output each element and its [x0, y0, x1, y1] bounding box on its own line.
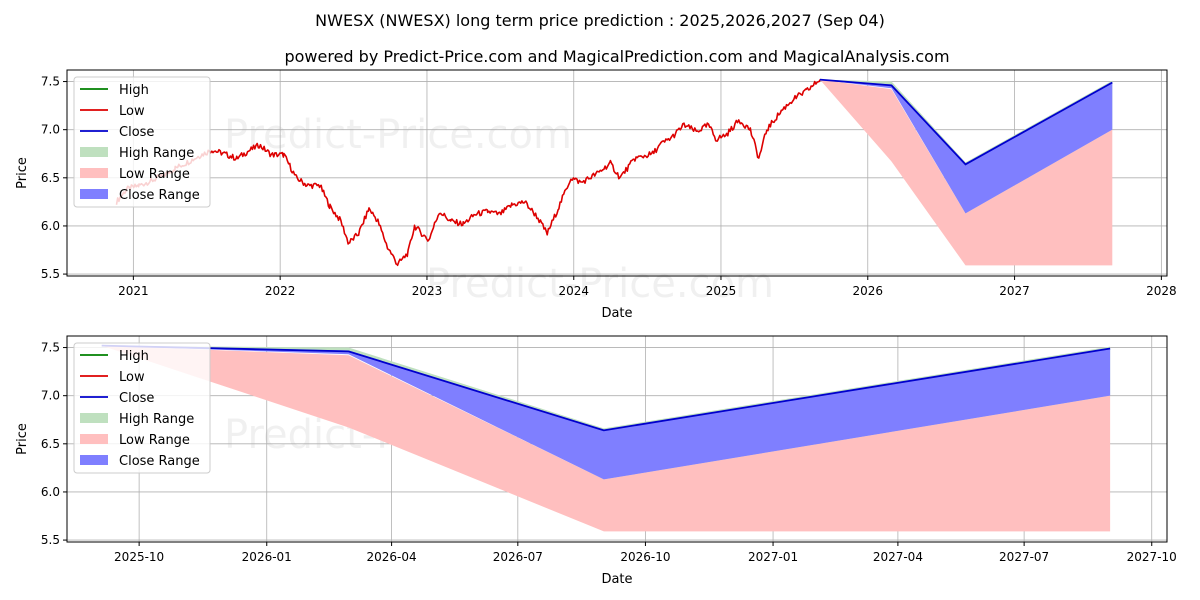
x-tick-label: 2021	[118, 284, 149, 298]
y-tick-label: 6.5	[41, 171, 60, 185]
legend-label-close: Close	[119, 391, 154, 406]
x-tick-label: 2026	[852, 284, 883, 298]
watermark-text: Predict-Price.com	[224, 112, 572, 158]
legend: High Low Close High Range Low Range Close Ran…	[73, 342, 211, 474]
x-tick-label: 2027-04	[873, 550, 923, 564]
forecast-zoom-chart-panel: Predict-Price.com2025-102026-012026-0420…	[15, 335, 1177, 587]
legend-label-low_range: Low Range	[119, 433, 190, 448]
legend-label-close_range: Close Range	[119, 454, 200, 469]
legend: High Low Close High Range Low Range Close Ran…	[73, 76, 211, 208]
chart-title: NWESX (NWESX) long term price prediction…	[315, 11, 885, 30]
x-tick-label: 2025-10	[114, 550, 164, 564]
chart-subtitle: powered by Predict-Price.com and Magical…	[284, 47, 949, 66]
legend-label-high: High	[119, 83, 149, 98]
legend-label-low: Low	[119, 370, 145, 385]
legend-swatch-close_range	[80, 455, 108, 465]
plot-area	[101, 344, 1111, 532]
axes-frame	[66, 335, 1168, 543]
y-tick-label: 7.0	[41, 123, 60, 137]
close-forecast-line	[101, 344, 1111, 432]
legend-swatch-high_range	[80, 147, 108, 157]
low-range-band	[101, 345, 1111, 532]
x-tick-label: 2027	[999, 284, 1030, 298]
x-axis-label: Date	[601, 306, 632, 321]
x-axis-label: Date	[601, 572, 632, 587]
close-range-band	[819, 79, 1113, 214]
x-tick-label: 2027-10	[1127, 550, 1177, 564]
legend-swatch-low_range	[80, 168, 108, 178]
y-tick-label: 5.5	[41, 533, 60, 547]
y-axis-label: Price	[15, 157, 30, 189]
legend-label-high_range: High Range	[119, 412, 194, 427]
x-tick-label: 2025	[706, 284, 737, 298]
x-tick-label: 2023	[412, 284, 443, 298]
legend-label-close: Close	[119, 125, 154, 140]
historical-low-line	[115, 79, 821, 267]
legend-label-high_range: High Range	[119, 146, 194, 161]
x-tick-label: 2026-07	[493, 550, 543, 564]
y-tick-label: 7.5	[41, 75, 60, 89]
legend-label-close_range: Close Range	[119, 188, 200, 203]
y-axis-label: Price	[15, 423, 30, 455]
legend-swatch-low_range	[80, 434, 108, 444]
low-range-band	[819, 79, 1113, 266]
y-tick-label: 6.0	[41, 485, 60, 499]
x-tick-label: 2026-10	[620, 550, 670, 564]
close-range-band	[101, 345, 1111, 480]
plot-area	[115, 78, 1113, 267]
legend-swatch-high_range	[80, 413, 108, 423]
y-tick-label: 6.5	[41, 437, 60, 451]
long-term-chart-panel: Predict-Price.com Predict-Price.com 2021 20…	[15, 69, 1177, 321]
legend-swatch-close_range	[80, 189, 108, 199]
watermark-text: Predict-Price.com	[426, 261, 774, 307]
legend-label-low: Low	[119, 104, 145, 119]
x-tick-label: 2026-01	[242, 550, 292, 564]
x-tick-label: 2026-04	[367, 550, 417, 564]
x-tick-label: 2028	[1146, 284, 1177, 298]
y-tick-label: 7.0	[41, 389, 60, 403]
axes-frame	[66, 69, 1168, 277]
x-tick-label: 2024	[558, 284, 589, 298]
legend-label-low_range: Low Range	[119, 167, 190, 182]
x-tick-label: 2027-07	[999, 550, 1049, 564]
y-tick-label: 6.0	[41, 219, 60, 233]
x-tick-label: 2022	[265, 284, 296, 298]
legend-label-high: High	[119, 349, 149, 364]
x-tick-label: 2027-01	[748, 550, 798, 564]
y-tick-label: 5.5	[41, 267, 60, 281]
close-forecast-line	[819, 78, 1113, 166]
y-tick-label: 7.5	[41, 341, 60, 355]
